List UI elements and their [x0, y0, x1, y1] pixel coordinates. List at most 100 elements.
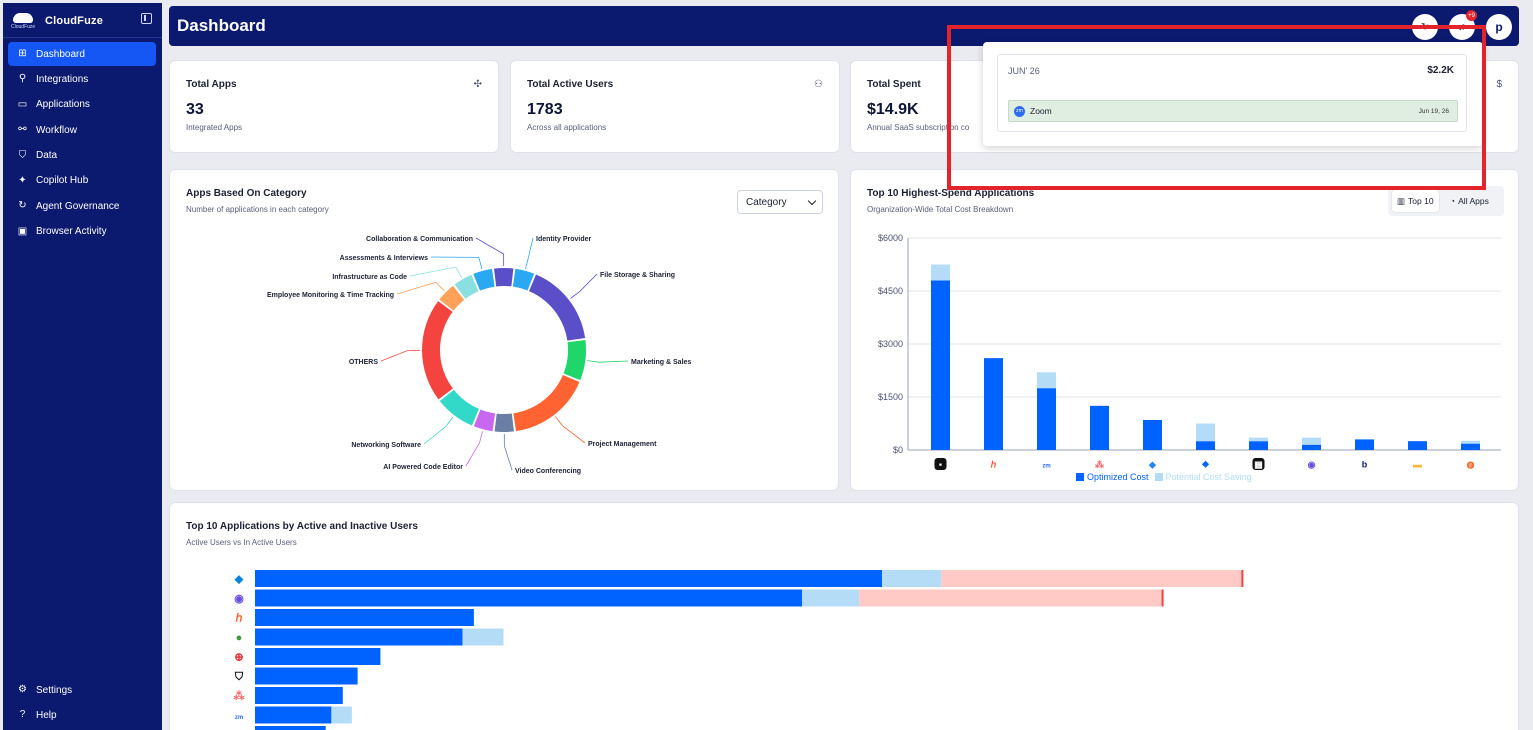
- bar-optimized[interactable]: [1143, 419, 1162, 450]
- sidebar-item-agent-governance[interactable]: ↻ Agent Governance: [8, 194, 156, 218]
- donut-slice[interactable]: [454, 274, 479, 299]
- sidebar-item-applications[interactable]: ▭ Applications: [8, 93, 156, 117]
- bar-inactive[interactable]: [462, 628, 504, 646]
- shield-app-icon: ⛉: [234, 671, 244, 683]
- legend-saving[interactable]: Potential Cost Saving: [1154, 472, 1252, 482]
- donut-slice[interactable]: [563, 340, 586, 381]
- bar-extra[interactable]: [859, 589, 1164, 607]
- bar-optimized[interactable]: [1090, 405, 1109, 450]
- brand[interactable]: CloudFuze CloudFuze: [11, 11, 103, 31]
- bar-optimized[interactable]: [931, 280, 950, 450]
- bar-active[interactable]: [255, 628, 463, 646]
- donut-slice[interactable]: [473, 268, 495, 291]
- bar-optimized[interactable]: [1461, 443, 1480, 450]
- bar-active[interactable]: [255, 648, 381, 665]
- bar-optimized[interactable]: [1249, 441, 1268, 450]
- tab-top-10[interactable]: ▥ Top 10: [1392, 190, 1439, 212]
- sidebar-item-label: Copilot Hub: [36, 175, 89, 187]
- notifications-button[interactable]: ♫ +9: [1449, 10, 1477, 40]
- donut-slice[interactable]: [513, 375, 580, 432]
- sidebar-item-workflow[interactable]: ⚯ Workflow: [8, 118, 156, 142]
- legend-optimized[interactable]: Optimized Cost: [1076, 472, 1149, 482]
- spend-tooltip-popup: JUN' 26 $2.2K zm Zoom Jun 19, 26: [983, 42, 1483, 146]
- sidebar-item-dashboard[interactable]: ⊞ Dashboard: [8, 42, 156, 66]
- panel-title: Top 10 Applications by Active and Inacti…: [186, 521, 418, 532]
- bar-saving[interactable]: [931, 264, 950, 281]
- donut-label: Collaboration & Communication: [366, 236, 473, 243]
- bar-optimized[interactable]: [1037, 388, 1056, 450]
- monitor-icon: ▣: [17, 225, 28, 237]
- refresh-button[interactable]: ↻: [1412, 14, 1438, 40]
- sidebar-item-browser-activity[interactable]: ▣ Browser Activity: [8, 220, 156, 244]
- collapse-sidebar-icon[interactable]: [141, 13, 152, 24]
- donut-label-line: [570, 273, 598, 299]
- page-title: Dashboard: [177, 16, 266, 35]
- svg-text:⛉: ⛉: [234, 671, 244, 683]
- users-panel: Top 10 Applications by Active and Inacti…: [169, 502, 1519, 730]
- bar-inactive[interactable]: [882, 570, 942, 587]
- tooltip-app-name: Zoom: [1030, 106, 1052, 116]
- bar-optimized[interactable]: [1408, 441, 1427, 450]
- avatar[interactable]: p: [1486, 14, 1512, 40]
- donut-slice[interactable]: [494, 413, 514, 432]
- donut-slice[interactable]: [512, 268, 535, 291]
- bar-optimized[interactable]: [1302, 444, 1321, 450]
- sidebar: CloudFuze CloudFuze ⊞ Dashboard ⚲ Integrati…: [3, 3, 162, 730]
- y-tick-label: $0: [893, 445, 903, 455]
- bar-active[interactable]: [255, 726, 326, 730]
- donut-slice[interactable]: [422, 301, 453, 400]
- bar-extra[interactable]: [941, 570, 1244, 587]
- tab-label: All Apps: [1458, 196, 1489, 206]
- bar-active[interactable]: [255, 687, 343, 704]
- sidebar-item-settings[interactable]: ⚙ Settings: [8, 678, 156, 702]
- bar-active[interactable]: [255, 706, 332, 724]
- kpi-title: Total Active Users: [527, 79, 614, 90]
- donut-slice[interactable]: [473, 409, 496, 432]
- bar-optimized[interactable]: [984, 358, 1003, 450]
- donut-slice[interactable]: [529, 274, 586, 341]
- okta-icon: ◍: [1464, 458, 1477, 470]
- svg-text:⁂: ⁂: [1095, 459, 1104, 470]
- bar-saving[interactable]: [1302, 437, 1321, 445]
- donut-label-line: [555, 416, 586, 444]
- spend-view-toggle: ▥ Top 10 ◔ All Apps: [1388, 186, 1504, 216]
- bar-active[interactable]: [255, 667, 358, 685]
- bar-optimized[interactable]: [1355, 439, 1374, 450]
- svg-text:◆: ◆: [1148, 460, 1157, 470]
- bar-saving[interactable]: [1461, 440, 1480, 444]
- cloudfuze-logo-icon: CloudFuze: [11, 11, 39, 31]
- kpi-title: Total Spent: [867, 79, 921, 90]
- kpi-card-total-active-users: Total Active Users ⚇ 1783 Across all app…: [510, 60, 840, 153]
- panel-subtitle: Number of applications in each category: [186, 205, 329, 214]
- bar-active[interactable]: [255, 589, 803, 607]
- zoom-icon: zm: [1040, 458, 1053, 470]
- bar-saving[interactable]: [1249, 437, 1268, 442]
- donut-label: Video Conferencing: [515, 468, 581, 475]
- donut-slice[interactable]: [494, 268, 514, 287]
- donut-slice[interactable]: [439, 389, 479, 426]
- svg-text:zm: zm: [1042, 464, 1050, 470]
- bar-inactive[interactable]: [331, 706, 352, 724]
- bar-optimized[interactable]: [1196, 441, 1215, 450]
- category-panel: Apps Based On Category Number of applica…: [169, 169, 839, 491]
- bar-active[interactable]: [255, 609, 474, 626]
- azure-icon: ◆: [234, 574, 244, 586]
- legend-label: Optimized Cost: [1087, 472, 1149, 482]
- category-select[interactable]: Category: [737, 190, 823, 214]
- tooltip-row[interactable]: zm Zoom Jun 19, 26: [1008, 100, 1458, 122]
- bar-active[interactable]: [255, 570, 882, 587]
- sidebar-item-integrations[interactable]: ⚲ Integrations: [8, 67, 156, 91]
- sidebar-item-copilot-hub[interactable]: ✦ Copilot Hub: [8, 169, 156, 193]
- sidebar-item-data[interactable]: ⛉ Data: [8, 144, 156, 168]
- tab-all-apps[interactable]: ◔ All Apps: [1445, 190, 1494, 212]
- notion-icon: ▪: [934, 458, 947, 470]
- donut-slice[interactable]: [439, 285, 465, 311]
- bar-saving[interactable]: [1037, 372, 1056, 389]
- window-icon: ▭: [17, 98, 28, 110]
- sidebar-item-help[interactable]: ? Help: [8, 703, 156, 727]
- bar-inactive[interactable]: [802, 589, 860, 607]
- bar-end-marker: [1241, 570, 1244, 587]
- bar-saving[interactable]: [1196, 423, 1215, 442]
- panel-subtitle: Active Users vs In Active Users: [186, 538, 297, 547]
- kpi-value: 33: [186, 101, 204, 118]
